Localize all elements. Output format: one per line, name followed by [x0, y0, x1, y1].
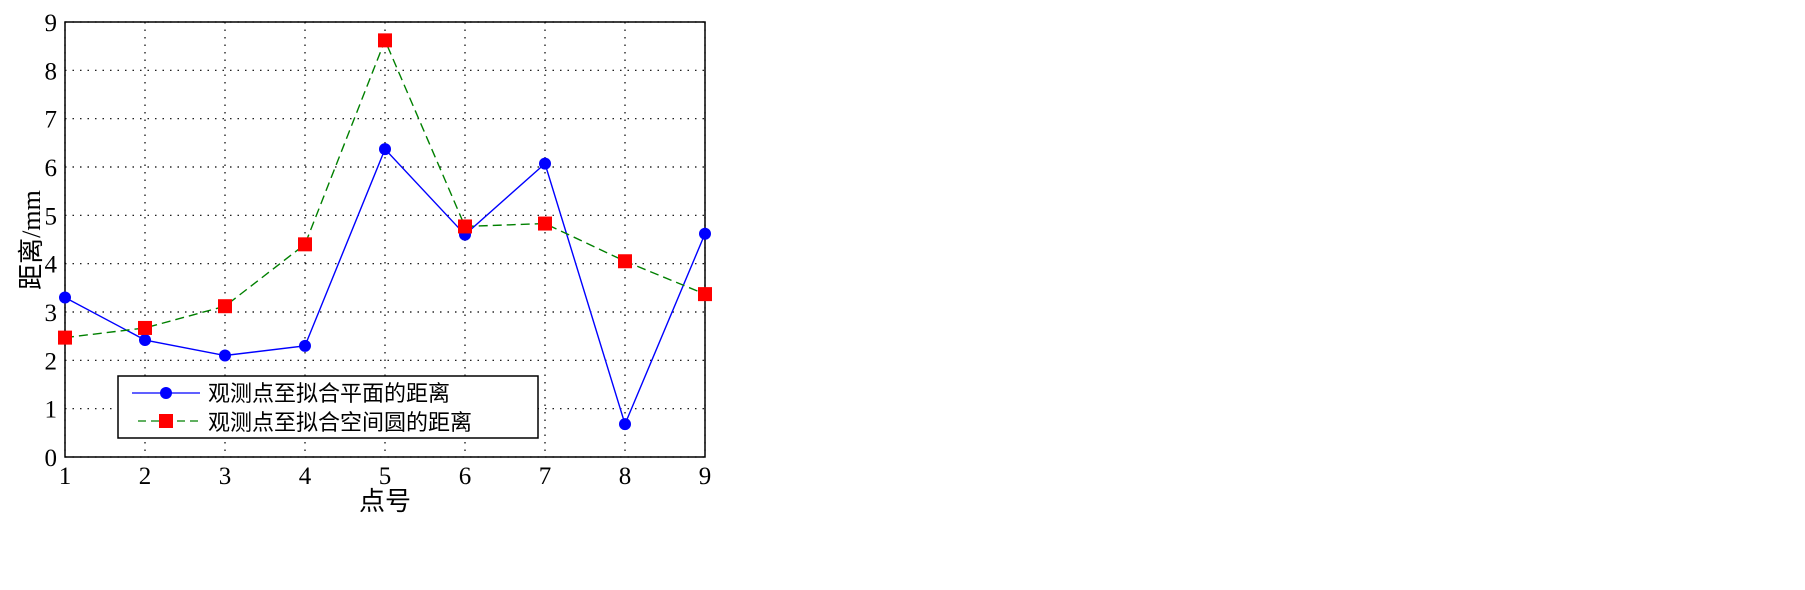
x-tick-label: 6 [459, 463, 472, 490]
data-point-0 [539, 157, 551, 170]
legend-marker-0 [160, 387, 172, 399]
series-layer [58, 33, 712, 431]
data-point-1 [538, 216, 552, 231]
x-tick-label: 7 [539, 463, 552, 490]
data-point-0 [59, 291, 71, 304]
legend-label-0: 观测点至拟合平面的距离 [208, 381, 450, 406]
x-tick-label: 9 [699, 463, 712, 490]
y-tick-label: 5 [45, 203, 58, 230]
y-tick-label: 1 [45, 397, 58, 424]
x-tick-label: 3 [219, 463, 232, 490]
data-point-1 [58, 330, 72, 345]
data-point-0 [699, 227, 711, 240]
data-point-1 [298, 237, 312, 252]
y-tick-label: 4 [45, 252, 58, 279]
data-point-1 [458, 219, 472, 234]
data-point-1 [618, 254, 632, 269]
data-point-1 [218, 299, 232, 314]
y-tick-label: 3 [45, 300, 58, 327]
y-tick-label: 2 [45, 348, 58, 375]
data-point-1 [378, 33, 392, 48]
data-point-1 [138, 320, 152, 335]
x-tick-label: 8 [619, 463, 632, 490]
x-tick-label: 2 [139, 463, 152, 490]
x-tick-label: 5 [379, 463, 392, 490]
data-point-0 [379, 143, 391, 156]
data-point-0 [619, 418, 631, 431]
data-point-0 [299, 339, 311, 352]
y-axis-label: 距离/mm [17, 190, 46, 290]
legend: 观测点至拟合平面的距离 观测点至拟合空间圆的距离 [117, 375, 539, 439]
x-tick-label: 1 [59, 463, 72, 490]
legend-label-1: 观测点至拟合空间圆的距离 [208, 410, 472, 435]
y-tick-label: 7 [45, 107, 58, 134]
x-tick-label: 4 [299, 463, 312, 490]
y-tick-label: 6 [45, 155, 58, 182]
y-tick-label: 9 [45, 10, 58, 37]
y-tick-label: 8 [45, 58, 58, 85]
data-point-0 [139, 334, 151, 347]
legend-box [117, 375, 539, 439]
data-point-1 [698, 287, 712, 302]
legend-marker-1 [159, 414, 173, 428]
y-tick-label: 0 [45, 445, 58, 472]
x-axis-label: 点号 [359, 487, 411, 516]
data-point-0 [219, 349, 231, 362]
